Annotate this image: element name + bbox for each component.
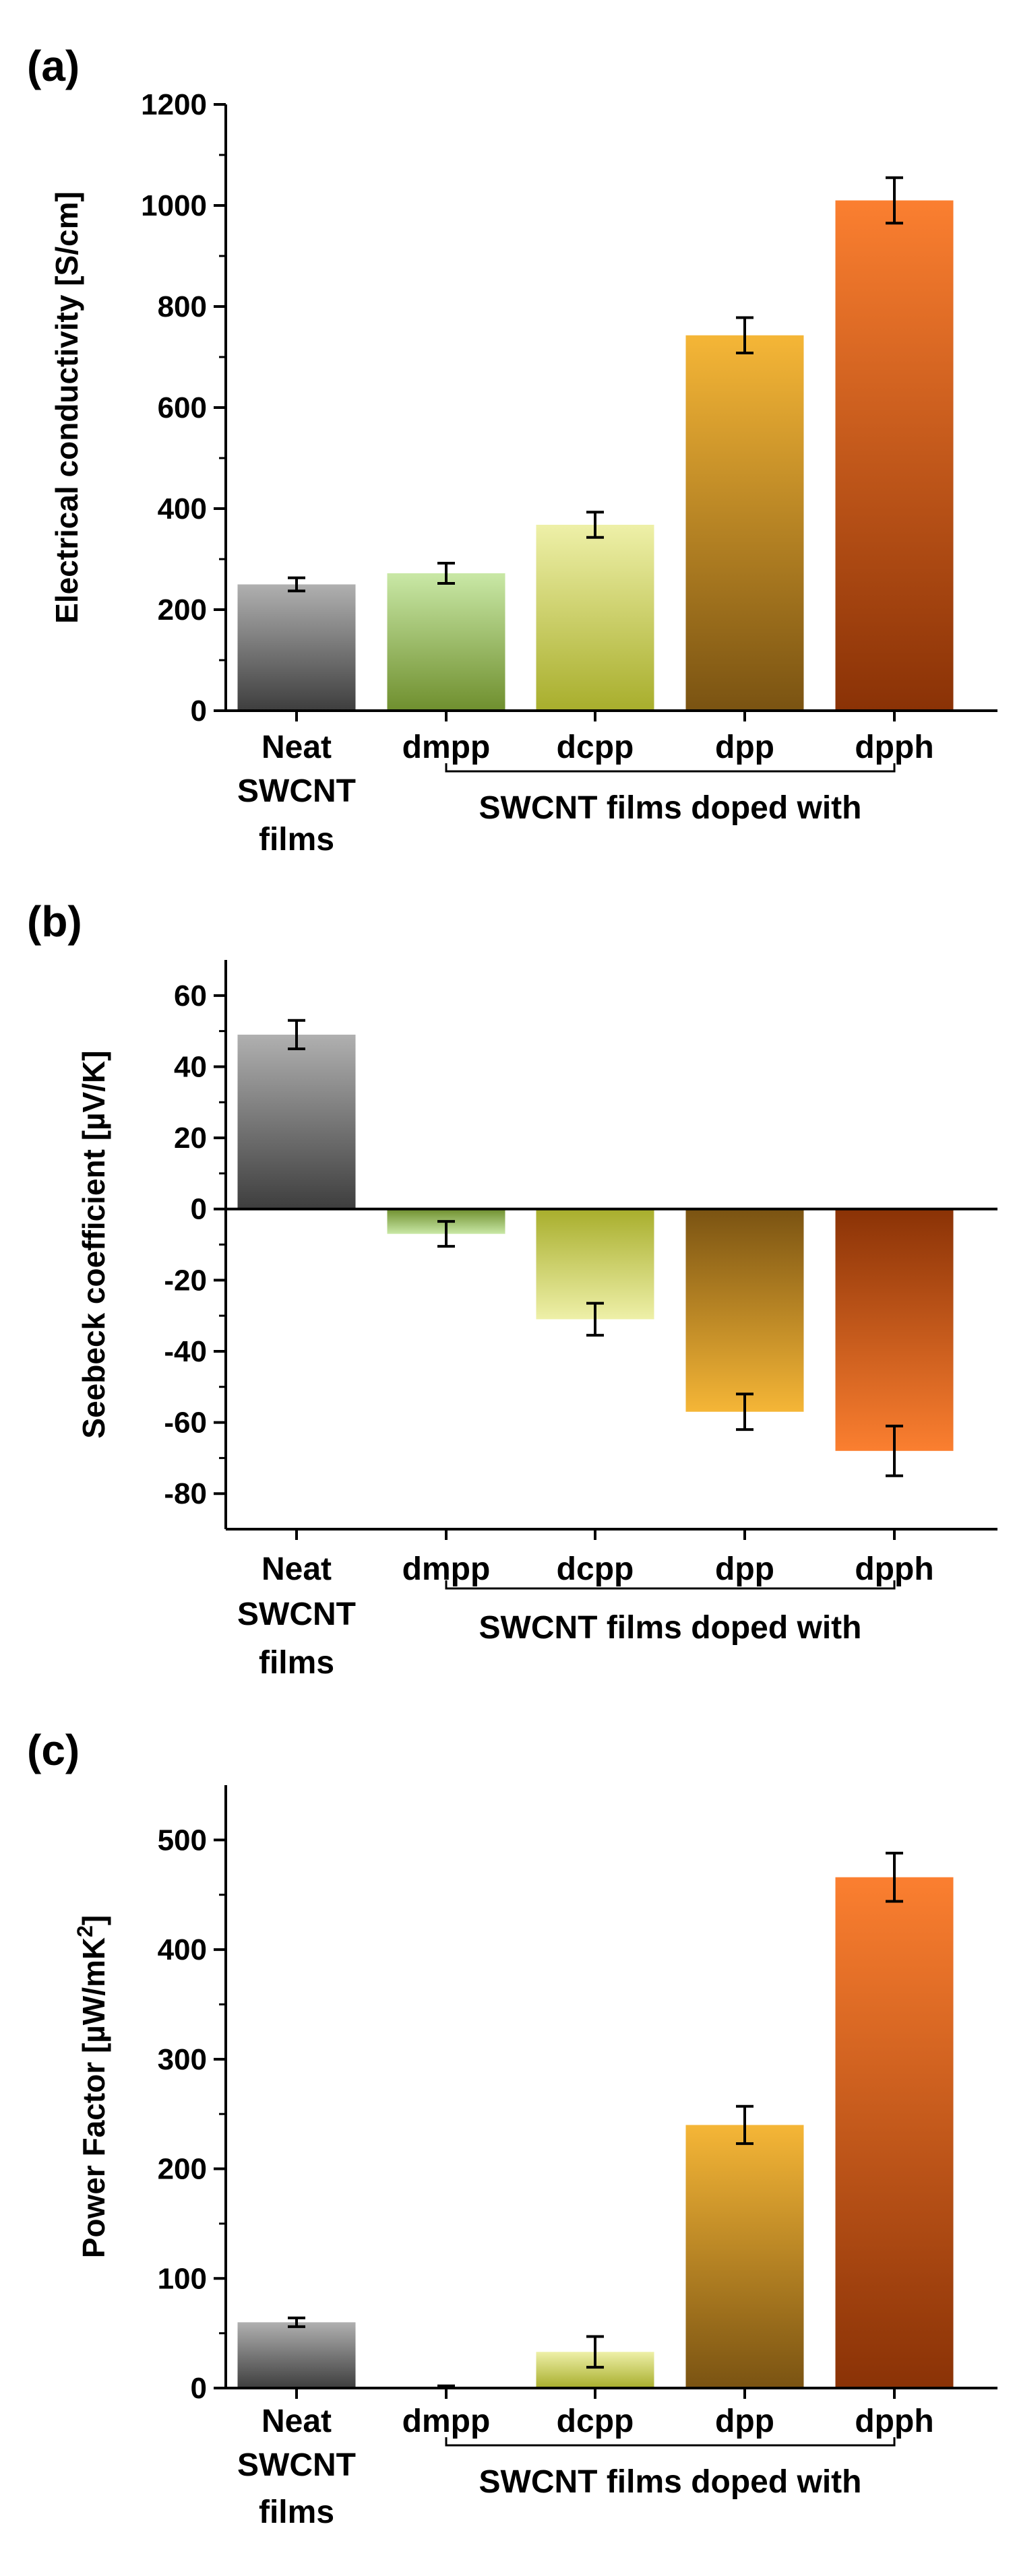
bar-Neat [237,1034,356,1209]
x-tick-label: Neat [262,1551,332,1587]
y-tick-label: 300 [158,2043,207,2076]
y-tick-label: 100 [158,2262,207,2295]
y-tick-label: -40 [164,1335,207,1368]
bar-dpp [685,2125,804,2388]
x-sublabel: SWCNT [237,1597,356,1632]
group-bracket [445,1580,896,1590]
y-tick-label: 60 [174,979,207,1012]
x-sublabel: SWCNT [237,2447,356,2483]
y-tick-label: 600 [158,391,207,424]
x-tick-label: dpp [715,2404,774,2439]
x-tick-label: dpph [855,2404,933,2439]
bar-dpph [835,1209,954,1451]
bar-dpph [835,200,954,711]
group-bracket [445,2437,896,2447]
bar-dpp [685,335,804,711]
y-axis-title: Power Factor [µW/mK2] [73,1915,111,2258]
group-bracket [445,763,896,773]
x-tick-label: Neat [262,730,332,765]
chart-panel-b: (b) -80 -60 -40 -20 0 20 40 60 Seebeck coefficien… [27,897,997,1681]
group-label: SWCNT films doped with [479,2464,862,2500]
bar-dpp [685,1209,804,1412]
x-tick-label: dcpp [557,730,634,765]
error-bar-dpph [886,1851,903,1903]
y-tick-label: 800 [158,290,207,323]
chart-panel-a: (a) 0 200 400 600 800 1000 1200 Electrical condu… [27,42,997,858]
x-sublabel: films [259,822,334,858]
error-bar-dcpp [586,511,604,539]
error-bar-dpp [736,1392,753,1431]
y-axis-title-superscript: 2 [73,1925,97,1937]
panel-label: (a) [27,42,80,90]
error-bar-dpp [736,316,753,354]
bar-Neat [237,2322,356,2388]
bar-dcpp [536,1209,654,1320]
y-tick-label: 1200 [141,88,207,121]
panel-label: (c) [27,1726,80,1774]
error-bar-dpph [886,176,903,225]
x-sublabel: films [259,2494,334,2530]
error-bar-dmpp [437,562,455,585]
error-bar-dcpp [586,1301,604,1337]
error-bar-dpp [736,2104,753,2146]
x-tick-label: dcpp [557,2404,634,2439]
bar-Neat [237,584,356,711]
error-bar-dpph [886,1424,903,1477]
bar-dcpp [536,525,654,711]
error-bar-Neat [288,576,305,593]
x-tick-label: dpp [715,1551,774,1587]
group-label: SWCNT films doped with [479,1610,862,1646]
x-sublabel: films [259,1645,334,1681]
y-tick-label: -60 [164,1407,207,1440]
y-tick-label: 400 [158,1933,207,1966]
panel-label: (b) [27,897,82,946]
error-bar-Neat [288,1019,305,1051]
y-tick-label: 400 [158,492,207,525]
x-tick-label: dcpp [557,1551,634,1587]
chart-panel-c: (c) 0 100 200 300 400 500 Power Factor [µW/mK2]… [27,1726,997,2530]
x-tick-label: dpp [715,730,774,765]
x-tick-label: dmpp [402,730,491,765]
y-tick-label: 20 [174,1122,207,1155]
y-axis-title: Electrical conductivity [S/cm] [49,191,84,624]
y-axis-title-text: Seebeck coefficient [µV/K] [76,1050,111,1438]
y-tick-label: 1000 [141,189,207,222]
y-tick-label: 0 [191,2372,207,2405]
y-axis-title: Seebeck coefficient [µV/K] [76,1050,111,1438]
x-tick-label: Neat [262,2404,332,2439]
error-bar-dcpp [586,2335,604,2369]
bar-dpph [835,1877,954,2388]
x-tick-label: dpph [855,730,933,765]
y-axis-title-text: Electrical conductivity [S/cm] [49,191,84,624]
y-axis-title-text: Power Factor [µW/mK [76,1937,111,2258]
y-tick-label: 500 [158,1824,207,1857]
y-tick-label: 40 [174,1050,207,1083]
error-bar-Neat [288,2316,305,2328]
y-tick-label: 200 [158,593,207,626]
y-tick-label: 0 [191,695,207,728]
error-bar-dmpp [437,1220,455,1248]
y-tick-label: -20 [164,1264,207,1297]
y-tick-label: 200 [158,2153,207,2186]
x-sublabel: SWCNT [237,773,356,809]
group-label: SWCNT films doped with [479,790,862,826]
bar-dmpp [387,573,505,711]
x-tick-label: dmpp [402,2404,491,2439]
y-axis-title-end: ] [76,1915,111,1925]
y-tick-label: 0 [191,1193,207,1226]
y-tick-label: -80 [164,1477,207,1510]
